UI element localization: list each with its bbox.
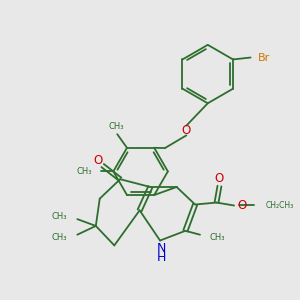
Text: CH₃: CH₃	[76, 167, 92, 176]
Text: CH₃: CH₃	[51, 233, 67, 242]
Text: N: N	[156, 242, 166, 255]
Text: CH₃: CH₃	[210, 233, 225, 242]
Text: O: O	[93, 154, 102, 167]
Text: Br: Br	[257, 52, 270, 62]
Text: O: O	[215, 172, 224, 185]
Text: O: O	[182, 124, 191, 137]
Text: CH₃: CH₃	[109, 122, 124, 131]
Text: CH₃: CH₃	[51, 212, 67, 221]
Text: H: H	[156, 250, 166, 264]
Text: O: O	[237, 199, 246, 212]
Text: CH₂CH₃: CH₂CH₃	[265, 201, 293, 210]
